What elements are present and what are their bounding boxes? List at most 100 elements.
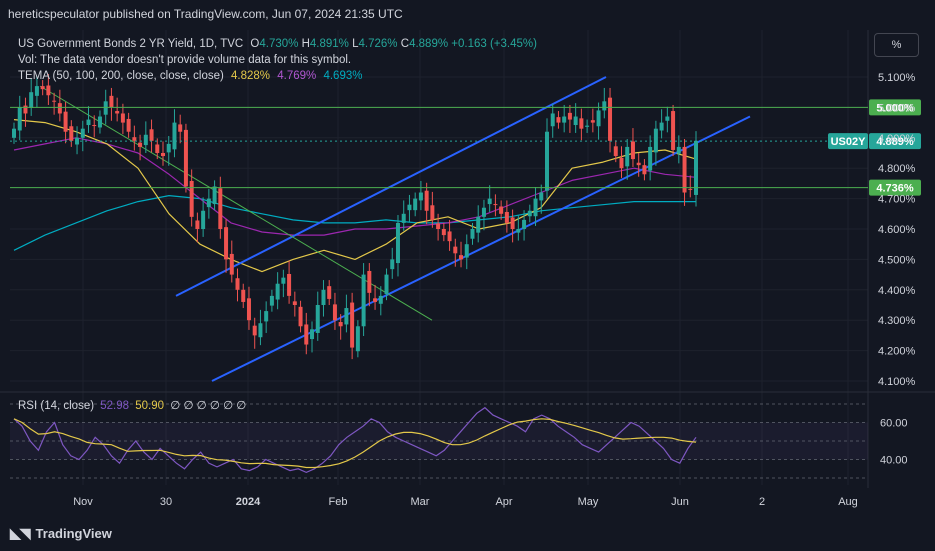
symbol-badge <box>828 133 868 150</box>
x-tick-label: Apr <box>495 496 512 508</box>
tema-label: TEMA (50, 100, 200, close, close, close) <box>18 70 224 82</box>
y-tick-label: 4.200% <box>878 346 916 358</box>
candle-body <box>499 206 504 214</box>
publish-info: hereticspeculator published on TradingVi… <box>8 7 403 21</box>
axis-labels: 5.100% 5.000% 4.900% 4.800% 4.700% 4.600% 4.50… <box>73 72 915 508</box>
candle-body <box>206 198 211 208</box>
tema-slow-value: 4.693% <box>323 70 363 82</box>
candle-body <box>298 306 303 327</box>
candle-body <box>80 128 85 138</box>
open-value: 4.730% <box>259 38 299 50</box>
candle-body <box>648 146 653 171</box>
candle-body <box>447 231 452 242</box>
candle-body <box>86 119 91 126</box>
candle-body <box>516 229 521 233</box>
candle-body <box>103 101 108 115</box>
candle-body <box>453 246 458 254</box>
x-tick-label: Aug <box>838 496 858 508</box>
candle-body <box>235 278 240 290</box>
level-4736-badge <box>869 179 921 196</box>
candle-body <box>12 128 16 138</box>
candle-body <box>459 255 464 260</box>
candle-body <box>665 116 670 121</box>
candle-body <box>430 205 435 220</box>
level-4736-badge-text: 4.736% <box>876 183 914 195</box>
y-tick-label: 4.800% <box>878 163 916 175</box>
candle-body <box>63 111 68 132</box>
candle-body <box>229 253 234 275</box>
candle-body <box>510 217 515 229</box>
candle-body <box>183 129 188 187</box>
trend-channel[interactable] <box>39 76 751 382</box>
y-tick-label: 4.600% <box>878 224 916 236</box>
candle-body <box>602 101 607 111</box>
price-levels[interactable]: 5.000% 4.736% US02Y 4.889% <box>10 99 921 196</box>
candle-body <box>201 210 206 229</box>
candle-body <box>378 295 383 304</box>
candle-body <box>189 180 194 217</box>
x-tick-label: 30 <box>160 496 172 508</box>
y-tick-label: 4.400% <box>878 285 916 297</box>
tema-fast-value: 4.828% <box>231 70 271 82</box>
x-tick-label: Jun <box>671 496 689 508</box>
candle-body <box>29 92 34 109</box>
candle-body <box>596 110 601 127</box>
descending-trend-line <box>39 85 433 321</box>
symbol-title[interactable]: US Government Bonds 2 YR Yield, 1D, TVC <box>18 38 244 50</box>
candle-body <box>155 144 160 153</box>
candle-body <box>407 204 412 211</box>
candle-body <box>350 302 355 348</box>
candle-body <box>630 141 635 160</box>
candle-body <box>252 325 257 336</box>
level-5000-badge <box>869 99 921 116</box>
candle-body <box>115 111 120 114</box>
candle-body <box>327 286 332 299</box>
candle-body <box>315 305 320 333</box>
rsi-line <box>13 406 697 474</box>
candle-body <box>355 326 360 352</box>
legend-ohlc-row: US Government Bonds 2 YR Yield, 1D, TVC … <box>18 38 537 50</box>
y-tick-label: 4.100% <box>878 376 916 388</box>
candle-body <box>338 322 343 327</box>
candle-body <box>487 198 492 205</box>
candle-body <box>619 157 624 169</box>
candle-body <box>579 118 584 129</box>
y-tick-label: 4.700% <box>878 194 916 206</box>
candle-body <box>287 273 292 296</box>
candle-body <box>195 220 200 229</box>
tema-fast-line <box>13 119 697 273</box>
candle-body <box>264 311 269 322</box>
percent-scale-button[interactable]: % <box>874 33 919 57</box>
close-value: 4.889% <box>409 38 449 50</box>
candle-body <box>527 210 532 217</box>
volume-note: Vol: The data vendor doesn't provide vol… <box>18 54 352 66</box>
high-value: 4.891% <box>309 38 349 50</box>
low-value: 4.726% <box>358 38 398 50</box>
candle-body <box>613 146 618 157</box>
publish-bar: hereticspeculator published on TradingVi… <box>0 0 935 28</box>
candle-body <box>395 222 400 264</box>
rsi-legend[interactable]: RSI (14, close) 52.98 50.90 ∅ ∅ ∅ ∅ ∅ ∅ <box>18 398 246 412</box>
last-price-badge-text: 4.889% <box>876 136 914 148</box>
candle-body <box>143 134 148 146</box>
y-tick-label: 5.000% <box>878 102 916 114</box>
candle-body <box>539 192 544 201</box>
candle-body <box>23 105 28 114</box>
tema-legend[interactable]: TEMA (50, 100, 200, close, close, close)… <box>18 68 537 84</box>
rsi-label: RSI (14, close) <box>18 400 95 412</box>
candle-body <box>161 153 166 157</box>
tradingview-logo-icon: ◣◥ <box>10 525 31 541</box>
candle-body <box>608 97 613 141</box>
candle-body <box>321 289 326 305</box>
symbol-legend: US Government Bonds 2 YR Yield, 1D, TVC … <box>18 36 537 84</box>
x-tick-label: Nov <box>73 496 93 508</box>
candle-body <box>659 122 664 131</box>
tradingview-logo[interactable]: ◣◥ TradingView <box>10 525 112 541</box>
candle-body <box>413 198 418 211</box>
candle-body <box>92 125 97 127</box>
candle-body <box>292 301 297 305</box>
candle-body <box>556 117 561 123</box>
candle-body <box>642 165 647 175</box>
candle-body <box>52 100 57 102</box>
